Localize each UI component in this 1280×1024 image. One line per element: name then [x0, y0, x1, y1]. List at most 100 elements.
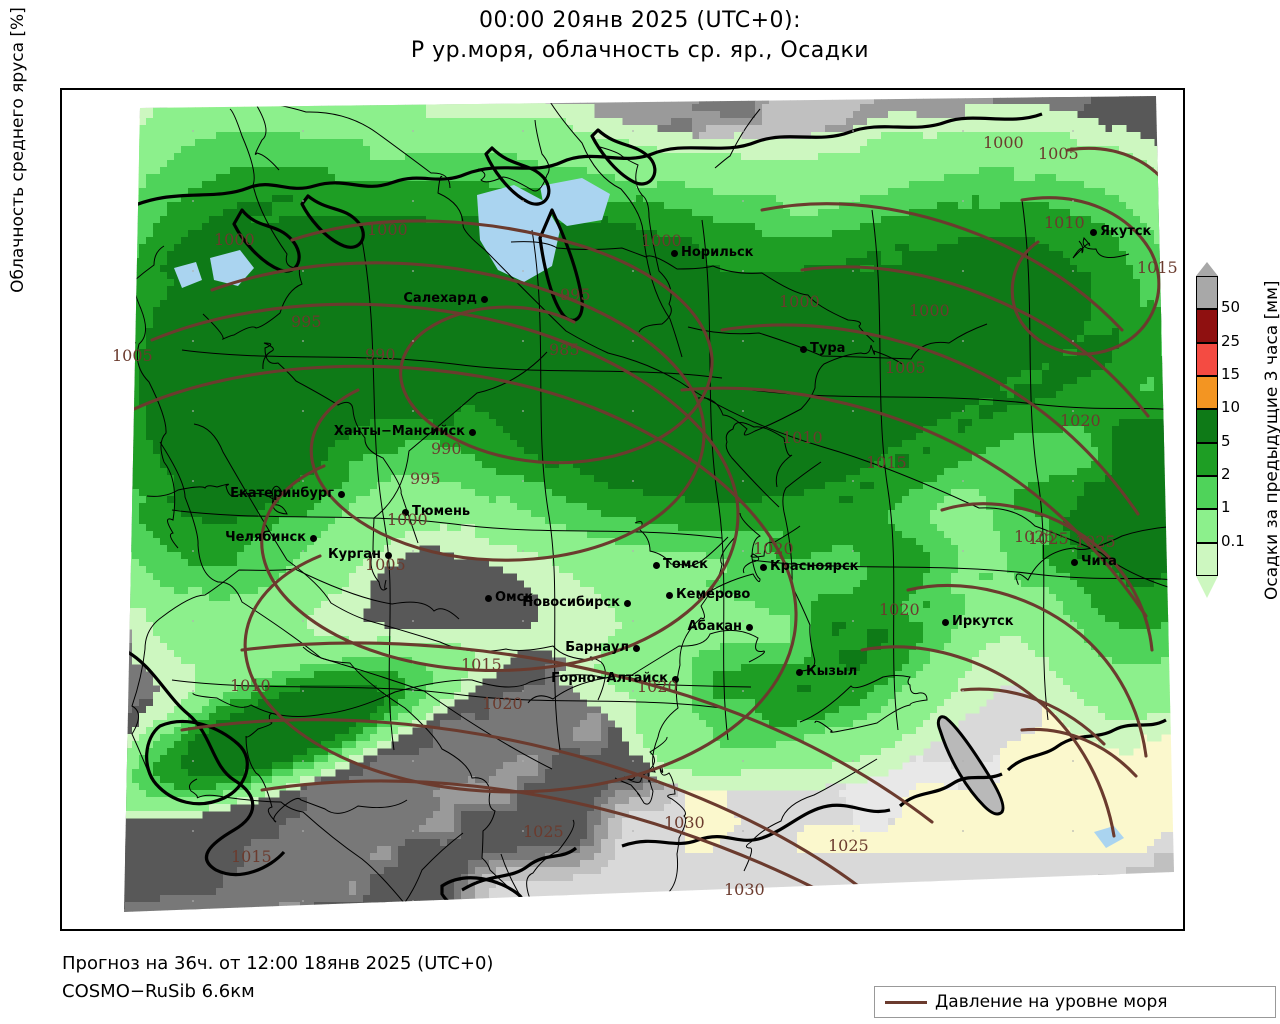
isobar-label: 995 — [560, 285, 591, 304]
precip-colorbar-segment — [1196, 442, 1218, 476]
city-label: Абакан — [688, 619, 743, 634]
precip-colorbar-segment — [1196, 542, 1218, 576]
pressure-legend-label: Давление на уровне моря — [935, 992, 1168, 1012]
map-frame[interactable]: Норильск Салехард Тура Якутск Ханты−Мансийск… — [60, 88, 1185, 931]
city-dot — [481, 296, 488, 303]
isobar-label: 1000 — [387, 510, 428, 529]
precip-colorbar — [1196, 262, 1218, 598]
precip-tick-label: 15 — [1221, 365, 1240, 383]
city-dot — [402, 509, 409, 516]
isobar-label: 990 — [365, 345, 396, 364]
isobar-label: 1000 — [779, 292, 820, 311]
precip-tick-label: 10 — [1221, 398, 1240, 416]
forecast-info: Прогноз на 36ч. от 12:00 18янв 2025 (UTC… — [62, 953, 493, 974]
city-dot — [746, 624, 753, 631]
city-dot — [666, 592, 673, 599]
city-dot — [800, 346, 807, 353]
isobar-label: 1030 — [724, 880, 765, 899]
city-dot — [310, 535, 317, 542]
isobar-label: 1025 — [1075, 532, 1116, 551]
city-label: Чита — [1081, 554, 1117, 569]
isobar-label: 1020 — [1060, 411, 1101, 430]
page-title: 00:00 20янв 2025 (UTC+0): P ур.моря, обл… — [0, 6, 1280, 66]
city-dot — [1071, 559, 1078, 566]
isobar-label: 1020 — [482, 694, 523, 713]
isobar-label: 1020 — [637, 677, 678, 696]
isobar-label: 995 — [410, 469, 441, 488]
city-dot — [1090, 229, 1097, 236]
city-label: Омск — [495, 590, 533, 605]
precip-colorbar-segment — [1196, 476, 1218, 510]
city-label: Челябинск — [225, 530, 306, 545]
precip-colorbar-top-arrow — [1196, 262, 1218, 276]
city-label: Курган — [328, 547, 381, 562]
footer: Прогноз на 36ч. от 12:00 18янв 2025 (UTC… — [62, 950, 493, 1006]
precip-tick-label: 0.1 — [1221, 532, 1245, 550]
city-dot — [942, 619, 949, 626]
precip-colorbar-segment — [1196, 342, 1218, 376]
isobar-label: 1010 — [230, 676, 271, 695]
precip-colorbar-segment — [1196, 276, 1218, 310]
isobar-label: 1005 — [112, 346, 153, 365]
precip-tick-label: 2 — [1221, 465, 1231, 483]
city-label: Горно−Алтайск — [551, 671, 668, 686]
city-dot — [469, 429, 476, 436]
isobar-label: 1025 — [1014, 527, 1055, 546]
isobar-label: 1000 — [214, 230, 255, 249]
isobar-label: 1020 — [879, 600, 920, 619]
isobar-label: 1025 — [1028, 529, 1069, 548]
precip-colorbar-bottom-arrow — [1196, 576, 1218, 598]
city-label: Кемерово — [676, 587, 750, 602]
city-dot — [796, 669, 803, 676]
isobar-label: 1025 — [828, 836, 869, 855]
precip-colorbar-axis-label: Осадки за предыдущие 3 часа [мм] — [1262, 240, 1280, 600]
city-label: Барнаул — [565, 640, 629, 655]
precip-tick-label: 1 — [1221, 498, 1231, 516]
city-label: Тура — [810, 341, 845, 356]
city-label: Салехард — [403, 291, 477, 306]
city-label: Тюмень — [412, 504, 470, 519]
city-label: Ханты−Мансийск — [334, 424, 465, 439]
city-label: Томск — [663, 557, 708, 572]
isobar-label: 1010 — [1044, 213, 1085, 232]
precip-colorbar-ticks: 50 25 15 10 5 2 1 0.1 — [1221, 276, 1271, 576]
isobar-label: 1000 — [641, 231, 682, 250]
isobar-label: 1015 — [1137, 258, 1178, 277]
city-label: Якутск — [1100, 224, 1151, 239]
isobar-label: 990 — [431, 439, 462, 458]
precip-tick-label: 25 — [1221, 332, 1240, 350]
isobar-label: 1000 — [367, 220, 408, 239]
city-dot — [760, 564, 767, 571]
cloud-colorbar-axis-label: Облачность среднего яруса [%] — [8, 0, 28, 300]
precip-colorbar-segment — [1196, 309, 1218, 343]
isobar-label: 1005 — [1038, 144, 1079, 163]
isobar-label: 1010 — [782, 428, 823, 447]
pressure-line-icon — [885, 1000, 927, 1004]
city-dot — [653, 562, 660, 569]
city-dot — [633, 645, 640, 652]
precip-colorbar-segment — [1196, 376, 1218, 410]
city-label: Новосибирск — [522, 595, 620, 610]
isobar-label: 1025 — [523, 822, 564, 841]
city-dot — [672, 676, 679, 683]
isobar-label: 1005 — [365, 555, 406, 574]
title-line-1: 00:00 20янв 2025 (UTC+0): — [479, 8, 801, 33]
city-dot — [338, 491, 345, 498]
map-annotations: Норильск Салехард Тура Якутск Ханты−Мансийск… — [62, 90, 1183, 929]
isobar-label: 1015 — [866, 453, 907, 472]
city-dot — [485, 595, 492, 602]
city-label: Иркутск — [952, 614, 1014, 629]
precip-colorbar-segment — [1196, 509, 1218, 543]
title-line-2: P ур.моря, облачность ср. яр., Осадки — [0, 36, 1280, 66]
map-canvas[interactable] — [62, 90, 1183, 929]
city-dot — [385, 552, 392, 559]
isobar-label: 1030 — [664, 813, 705, 832]
isobar-label: 1020 — [753, 539, 794, 558]
isobar-label: 1015 — [231, 847, 272, 866]
city-label: Екатеринбург — [230, 486, 334, 501]
precip-tick-label: 5 — [1221, 432, 1231, 450]
isobar-label: 1015 — [461, 655, 502, 674]
isobar-label: 985 — [549, 340, 580, 359]
city-label: Норильск — [681, 245, 754, 260]
